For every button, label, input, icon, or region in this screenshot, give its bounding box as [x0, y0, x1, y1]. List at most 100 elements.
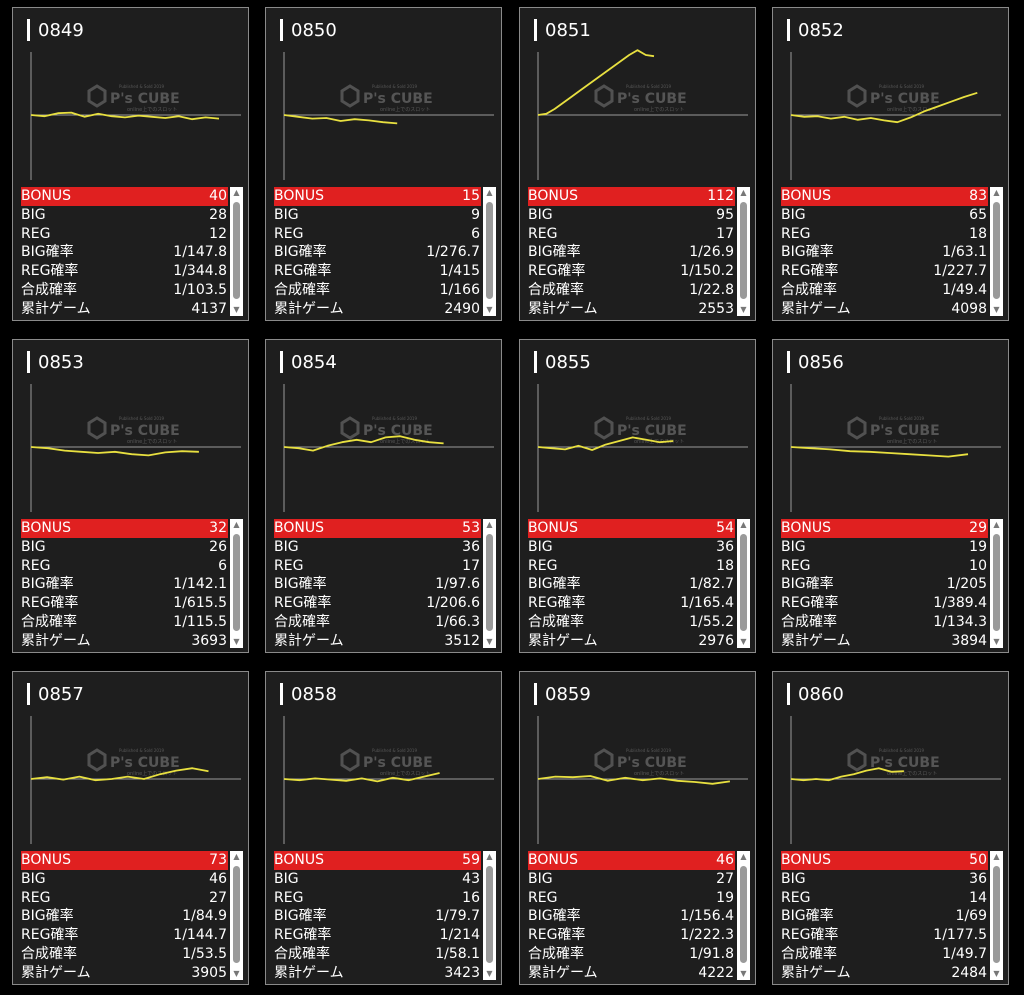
machine-card-0859[interactable]: 0859 P's CUBE Published & Sold 2019 online… — [519, 671, 756, 985]
triangle-down-icon[interactable]: ▼ — [486, 969, 493, 978]
stats-scrollbar[interactable]: ▲ ▼ — [230, 851, 243, 980]
big-row: BIG 36 — [274, 538, 481, 557]
stats-table: BONUS 32 BIG 26 REG 6 BIG確率 1/142.1 REG確… — [21, 519, 228, 651]
triangle-down-icon[interactable]: ▼ — [486, 637, 493, 646]
ps-cube-watermark: P's CUBE Published & Sold 2019 online上でのスロ… — [87, 416, 180, 445]
triangle-down-icon[interactable]: ▼ — [993, 637, 1000, 646]
reg-label: REG — [274, 225, 304, 242]
triangle-up-icon[interactable]: ▲ — [233, 852, 240, 861]
stats-scrollbar[interactable]: ▲ ▼ — [483, 519, 496, 648]
big-rate-row: BIG確率 1/26.9 — [528, 243, 735, 262]
total-games-row: 累計ゲーム 3905 — [21, 964, 228, 983]
bonus-label: BONUS — [528, 520, 578, 536]
reg-value: 19 — [716, 889, 734, 906]
machine-card-0860[interactable]: 0860 P's CUBE Published & Sold 2019 online… — [772, 671, 1009, 985]
combined-rate-value: 1/49.7 — [942, 945, 987, 962]
triangle-up-icon[interactable]: ▲ — [486, 188, 493, 197]
scroll-thumb[interactable] — [233, 866, 240, 963]
scroll-thumb[interactable] — [993, 202, 1000, 299]
scroll-thumb[interactable] — [740, 534, 747, 631]
big-rate-row: BIG確率 1/84.9 — [21, 907, 228, 926]
triangle-up-icon[interactable]: ▲ — [740, 852, 747, 861]
stats-scrollbar[interactable]: ▲ ▼ — [737, 519, 750, 648]
triangle-down-icon[interactable]: ▼ — [740, 969, 747, 978]
ps-cube-watermark: P's CUBE Published & Sold 2019 online上でのスロ… — [340, 416, 433, 445]
triangle-up-icon[interactable]: ▲ — [233, 188, 240, 197]
combined-rate-row: 合成確率 1/49.7 — [781, 945, 988, 964]
triangle-down-icon[interactable]: ▼ — [993, 969, 1000, 978]
machine-card-0852[interactable]: 0852 P's CUBE Published & Sold 2019 online… — [772, 7, 1009, 321]
scroll-thumb[interactable] — [993, 866, 1000, 963]
scroll-thumb[interactable] — [740, 202, 747, 299]
stats-scrollbar[interactable]: ▲ ▼ — [483, 187, 496, 316]
machine-card-0858[interactable]: 0858 P's CUBE Published & Sold 2019 online… — [265, 671, 502, 985]
combined-rate-value: 1/115.5 — [173, 613, 227, 630]
triangle-down-icon[interactable]: ▼ — [740, 305, 747, 314]
machine-card-0856[interactable]: 0856 P's CUBE Published & Sold 2019 online… — [772, 339, 1009, 653]
scroll-thumb[interactable] — [993, 534, 1000, 631]
big-rate-row: BIG確率 1/147.8 — [21, 243, 228, 262]
triangle-up-icon[interactable]: ▲ — [993, 520, 1000, 529]
stats-scrollbar[interactable]: ▲ ▼ — [483, 851, 496, 980]
triangle-down-icon[interactable]: ▼ — [740, 637, 747, 646]
machine-card-0857[interactable]: 0857 P's CUBE Published & Sold 2019 online… — [12, 671, 249, 985]
stats-scrollbar[interactable]: ▲ ▼ — [990, 519, 1003, 648]
stats-scrollbar[interactable]: ▲ ▼ — [737, 187, 750, 316]
big-rate-value: 1/142.1 — [173, 576, 227, 593]
big-rate-value: 1/276.7 — [426, 244, 480, 261]
triangle-up-icon[interactable]: ▲ — [486, 520, 493, 529]
machine-card-0854[interactable]: 0854 P's CUBE Published & Sold 2019 online… — [265, 339, 502, 653]
machine-card-0853[interactable]: 0853 P's CUBE Published & Sold 2019 online… — [12, 339, 249, 653]
stats-table: BONUS 73 BIG 46 REG 27 BIG確率 1/84.9 REG確… — [21, 851, 228, 983]
reg-label: REG — [274, 889, 304, 906]
big-rate-label: BIG確率 — [274, 576, 327, 593]
stats-scrollbar[interactable]: ▲ ▼ — [990, 851, 1003, 980]
stats-scrollbar[interactable]: ▲ ▼ — [737, 851, 750, 980]
total-games-value: 3894 — [951, 632, 987, 649]
scroll-thumb[interactable] — [486, 866, 493, 963]
machine-number: 0851 — [545, 19, 591, 41]
triangle-down-icon[interactable]: ▼ — [233, 969, 240, 978]
watermark-top-text: Published & Sold 2019 — [119, 748, 164, 753]
scroll-thumb[interactable] — [486, 534, 493, 631]
machine-card-0850[interactable]: 0850 P's CUBE Published & Sold 2019 online… — [265, 7, 502, 321]
triangle-down-icon[interactable]: ▼ — [486, 305, 493, 314]
scroll-thumb[interactable] — [486, 202, 493, 299]
stats-scrollbar[interactable]: ▲ ▼ — [230, 519, 243, 648]
triangle-up-icon[interactable]: ▲ — [740, 188, 747, 197]
triangle-up-icon[interactable]: ▲ — [233, 520, 240, 529]
stats-scrollbar[interactable]: ▲ ▼ — [230, 187, 243, 316]
bonus-row: BONUS 73 — [21, 851, 228, 870]
triangle-down-icon[interactable]: ▼ — [993, 305, 1000, 314]
reg-rate-row: REG確率 1/165.4 — [528, 594, 735, 613]
big-value: 65 — [969, 206, 987, 223]
scroll-thumb[interactable] — [233, 534, 240, 631]
machine-number: 0860 — [798, 683, 844, 705]
reg-row: REG 18 — [528, 557, 735, 576]
triangle-up-icon[interactable]: ▲ — [740, 520, 747, 529]
triangle-down-icon[interactable]: ▼ — [233, 305, 240, 314]
machine-number: 0852 — [798, 19, 844, 41]
reg-value: 10 — [969, 557, 987, 574]
machine-card-0851[interactable]: 0851 P's CUBE Published & Sold 2019 online… — [519, 7, 756, 321]
scroll-thumb[interactable] — [233, 202, 240, 299]
reg-rate-label: REG確率 — [528, 927, 586, 944]
triangle-up-icon[interactable]: ▲ — [993, 852, 1000, 861]
machine-number: 0856 — [798, 351, 844, 373]
machine-card-0849[interactable]: 0849 P's CUBE Published & Sold 2019 online… — [12, 7, 249, 321]
stats-scrollbar[interactable]: ▲ ▼ — [990, 187, 1003, 316]
card-header: 0852 — [787, 18, 844, 42]
combined-rate-value: 1/55.2 — [689, 613, 734, 630]
ps-cube-watermark: P's CUBE Published & Sold 2019 online上でのスロ… — [594, 748, 687, 777]
scroll-thumb[interactable] — [740, 866, 747, 963]
machine-card-0855[interactable]: 0855 P's CUBE Published & Sold 2019 online… — [519, 339, 756, 653]
triangle-up-icon[interactable]: ▲ — [486, 852, 493, 861]
triangle-down-icon[interactable]: ▼ — [233, 637, 240, 646]
reg-rate-label: REG確率 — [274, 263, 332, 280]
big-rate-value: 1/82.7 — [689, 576, 734, 593]
triangle-up-icon[interactable]: ▲ — [993, 188, 1000, 197]
reg-row: REG 16 — [274, 889, 481, 908]
